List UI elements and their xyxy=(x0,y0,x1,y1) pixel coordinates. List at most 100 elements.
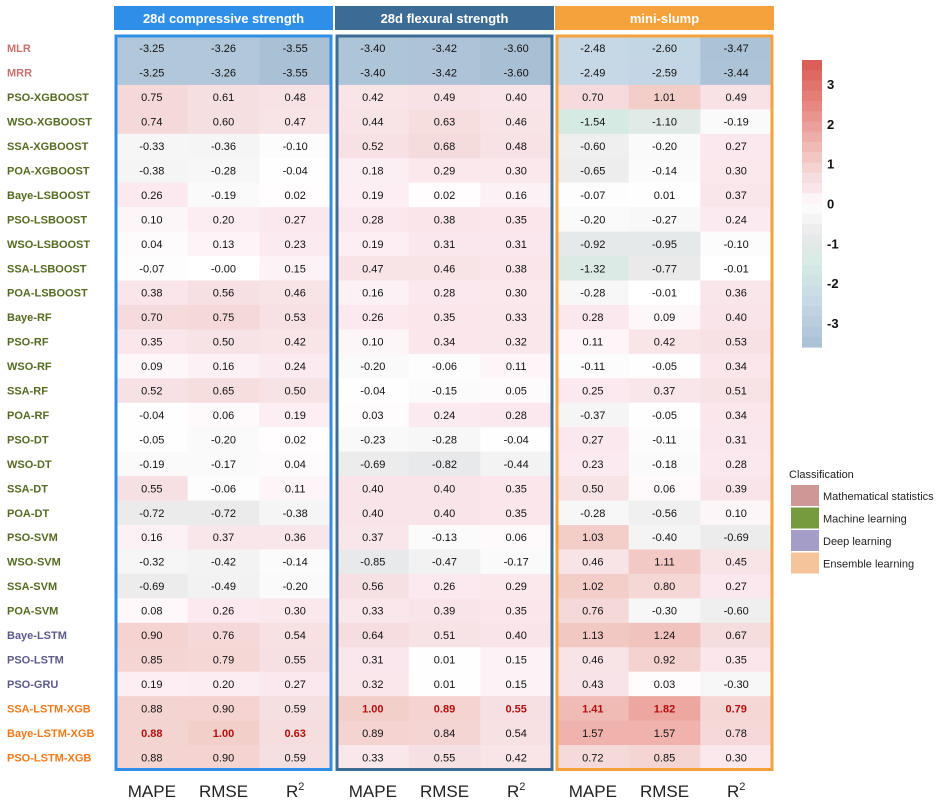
cell-value: -3.25 xyxy=(139,43,164,55)
heatmap-cell xyxy=(187,622,260,648)
heatmap-cell xyxy=(259,231,332,257)
heatmap-cell xyxy=(337,402,410,428)
heatmap-cell xyxy=(116,133,189,159)
heatmap-cell xyxy=(187,207,260,233)
cell-value: 0.23 xyxy=(284,239,305,251)
cell-value: -0.05 xyxy=(652,361,677,373)
row-label: PSO-XGBOOST xyxy=(7,92,89,104)
cell-value: 0.53 xyxy=(725,337,746,349)
cell-value: 0.75 xyxy=(213,312,234,324)
row-label: POA-DT xyxy=(7,508,49,520)
heatmap-cell xyxy=(116,549,189,575)
heatmap-cell xyxy=(187,60,260,86)
cell-value: 0.15 xyxy=(505,679,526,691)
heatmap-cell xyxy=(337,549,410,575)
cell-value: 0.78 xyxy=(725,728,746,740)
cell-value: 0.34 xyxy=(725,361,746,373)
cell-value: 0.10 xyxy=(141,214,162,226)
heatmap-cell xyxy=(337,256,410,281)
heatmap-cell xyxy=(557,525,630,550)
legend-label: Mathematical statistics xyxy=(823,491,934,503)
cell-value: 0.40 xyxy=(434,483,455,495)
heatmap-cell xyxy=(557,696,630,722)
cell-value: -0.15 xyxy=(432,386,457,398)
cell-value: 0.01 xyxy=(434,654,455,666)
heatmap-cell xyxy=(480,84,553,110)
heatmap-cell xyxy=(628,647,701,673)
heatmap-cell xyxy=(480,745,553,770)
heatmap-cell xyxy=(337,745,410,770)
heatmap-cell xyxy=(187,720,260,746)
cell-value: 0.52 xyxy=(362,141,383,153)
panel-header xyxy=(114,6,333,30)
legend-label: Ensemble learning xyxy=(823,559,914,571)
heatmap-cell xyxy=(187,476,260,502)
heatmap-cell xyxy=(700,60,773,86)
cell-value: -0.04 xyxy=(283,165,308,177)
cell-value: 0.89 xyxy=(362,728,383,740)
cell-value: -0.38 xyxy=(283,508,308,520)
cell-value: 0.42 xyxy=(284,337,305,349)
cell-value: 0.35 xyxy=(141,337,162,349)
cell-value: 0.04 xyxy=(141,239,162,251)
heatmap-cell xyxy=(116,84,189,110)
row-label: SSA-XGBOOST xyxy=(7,141,89,153)
colorbar-tick: 3 xyxy=(827,77,834,92)
colorbar-tick: -2 xyxy=(827,276,839,291)
colorbar-tick: 0 xyxy=(827,197,834,212)
heatmap-cell xyxy=(557,500,630,526)
cell-value: -0.85 xyxy=(360,557,385,569)
heatmap-cell xyxy=(557,182,630,208)
cell-value: 0.54 xyxy=(505,728,526,740)
heatmap-cell xyxy=(259,36,332,61)
heatmap-cell xyxy=(628,329,701,355)
cell-value: 0.30 xyxy=(284,606,305,618)
cell-value: 0.03 xyxy=(654,679,675,691)
heatmap-cell xyxy=(337,427,410,453)
heatmap-cell xyxy=(116,500,189,526)
heatmap-cell xyxy=(480,549,553,575)
colorbar-segment xyxy=(802,131,822,143)
heatmap-cell xyxy=(337,207,410,233)
heatmap-cell xyxy=(259,696,332,722)
heatmap-cell xyxy=(480,109,553,135)
heatmap-cell xyxy=(259,158,332,184)
row-label: POA-SVM xyxy=(7,606,58,618)
cell-value: -0.92 xyxy=(580,239,605,251)
heatmap-cell xyxy=(700,84,773,110)
heatmap-cell xyxy=(557,720,630,746)
heatmap-cell xyxy=(259,720,332,746)
cell-value: 0.61 xyxy=(213,92,234,104)
colorbar-segment xyxy=(802,121,822,133)
cell-value: 0.59 xyxy=(284,752,305,764)
heatmap-cell xyxy=(187,696,260,722)
cell-value: 0.46 xyxy=(582,557,603,569)
heatmap-cell xyxy=(628,304,701,330)
heatmap-cell xyxy=(628,720,701,746)
heatmap-cell xyxy=(700,476,773,502)
heatmap-cell xyxy=(408,158,481,184)
heatmap-cell xyxy=(259,207,332,233)
heatmap-cell xyxy=(480,671,553,697)
cell-value: 0.30 xyxy=(505,165,526,177)
cell-value: 0.47 xyxy=(284,117,305,129)
heatmap-cell xyxy=(480,402,553,428)
cell-value: -0.20 xyxy=(360,361,385,373)
cell-value: 0.33 xyxy=(362,606,383,618)
cell-value: 1.00 xyxy=(362,703,383,715)
cell-value: -0.42 xyxy=(211,557,236,569)
heatmap-cell xyxy=(700,720,773,746)
heatmap-cell xyxy=(557,207,630,233)
heatmap-cell xyxy=(408,451,481,477)
cell-value: -0.20 xyxy=(580,214,605,226)
heatmap-cell xyxy=(259,427,332,453)
heatmap-cell xyxy=(408,133,481,159)
heatmap-cell xyxy=(116,60,189,86)
cell-value: -0.17 xyxy=(211,459,236,471)
cell-value: 0.32 xyxy=(505,337,526,349)
cell-value: 0.79 xyxy=(725,703,746,715)
cell-value: -3.44 xyxy=(724,68,749,80)
heatmap-cell xyxy=(259,60,332,86)
cell-value: 0.45 xyxy=(725,557,746,569)
cell-value: 0.55 xyxy=(505,703,526,715)
